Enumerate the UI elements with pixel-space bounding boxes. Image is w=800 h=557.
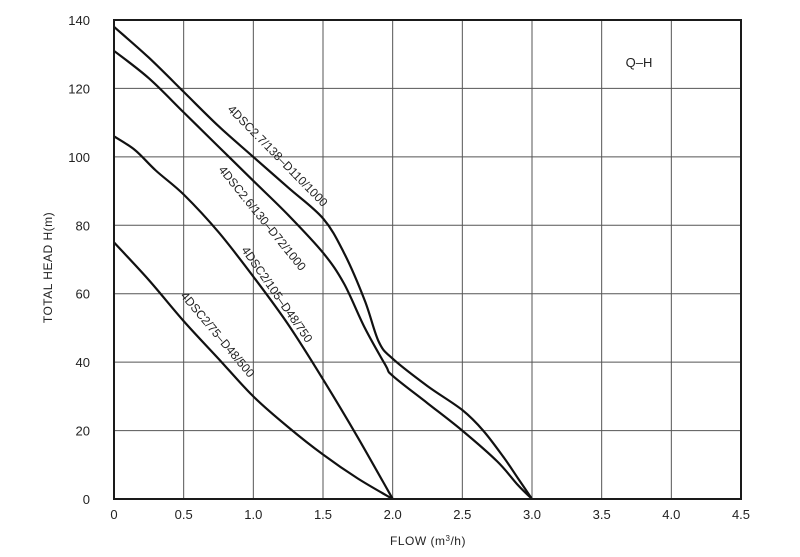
y-tick-label: 120 — [68, 81, 90, 96]
x-axis-title-sup: 3 — [446, 534, 451, 543]
y-tick-label: 0 — [83, 492, 90, 507]
x-tick-label: 2.0 — [384, 507, 402, 522]
grid — [113, 19, 742, 500]
y-tick-label: 140 — [68, 13, 90, 28]
x-tick-label: 2.5 — [453, 507, 471, 522]
series-line — [113, 241, 394, 500]
y-tick-label: 100 — [68, 150, 90, 165]
x-axis-title: FLOW (m3/h) — [390, 534, 466, 549]
x-axis-title-main: FLOW (m — [390, 534, 446, 548]
x-tick-label: 4.0 — [662, 507, 680, 522]
x-tick-label: 3.0 — [523, 507, 541, 522]
x-tick-labels: 0 0.5 1.0 1.5 2.0 2.5 3.0 3.5 4.0 4.5 — [110, 507, 750, 522]
series-line — [113, 135, 394, 500]
y-tick-label: 20 — [76, 424, 90, 439]
series-label: 4DSC2/75–D48/500 — [178, 289, 258, 381]
y-tick-labels: 0 20 40 60 80 100 120 140 — [68, 13, 90, 507]
x-tick-label: 0 — [110, 507, 117, 522]
x-tick-label: 1.0 — [244, 507, 262, 522]
x-tick-label: 1.5 — [314, 507, 332, 522]
y-tick-label: 40 — [76, 355, 90, 370]
x-tick-label: 0.5 — [175, 507, 193, 522]
y-axis-title: TOTAL HEAD H(m) — [41, 212, 55, 323]
x-tick-label: 4.5 — [732, 507, 750, 522]
chart-title: Q–H — [626, 55, 653, 70]
y-tick-label: 60 — [76, 287, 90, 302]
plot-frame — [113, 19, 742, 500]
x-tick-label: 3.5 — [593, 507, 611, 522]
series-line — [113, 25, 533, 500]
x-axis-title-tail: /h) — [450, 534, 466, 548]
series-line — [113, 49, 533, 500]
y-tick-label: 80 — [76, 218, 90, 233]
curves — [113, 25, 533, 500]
